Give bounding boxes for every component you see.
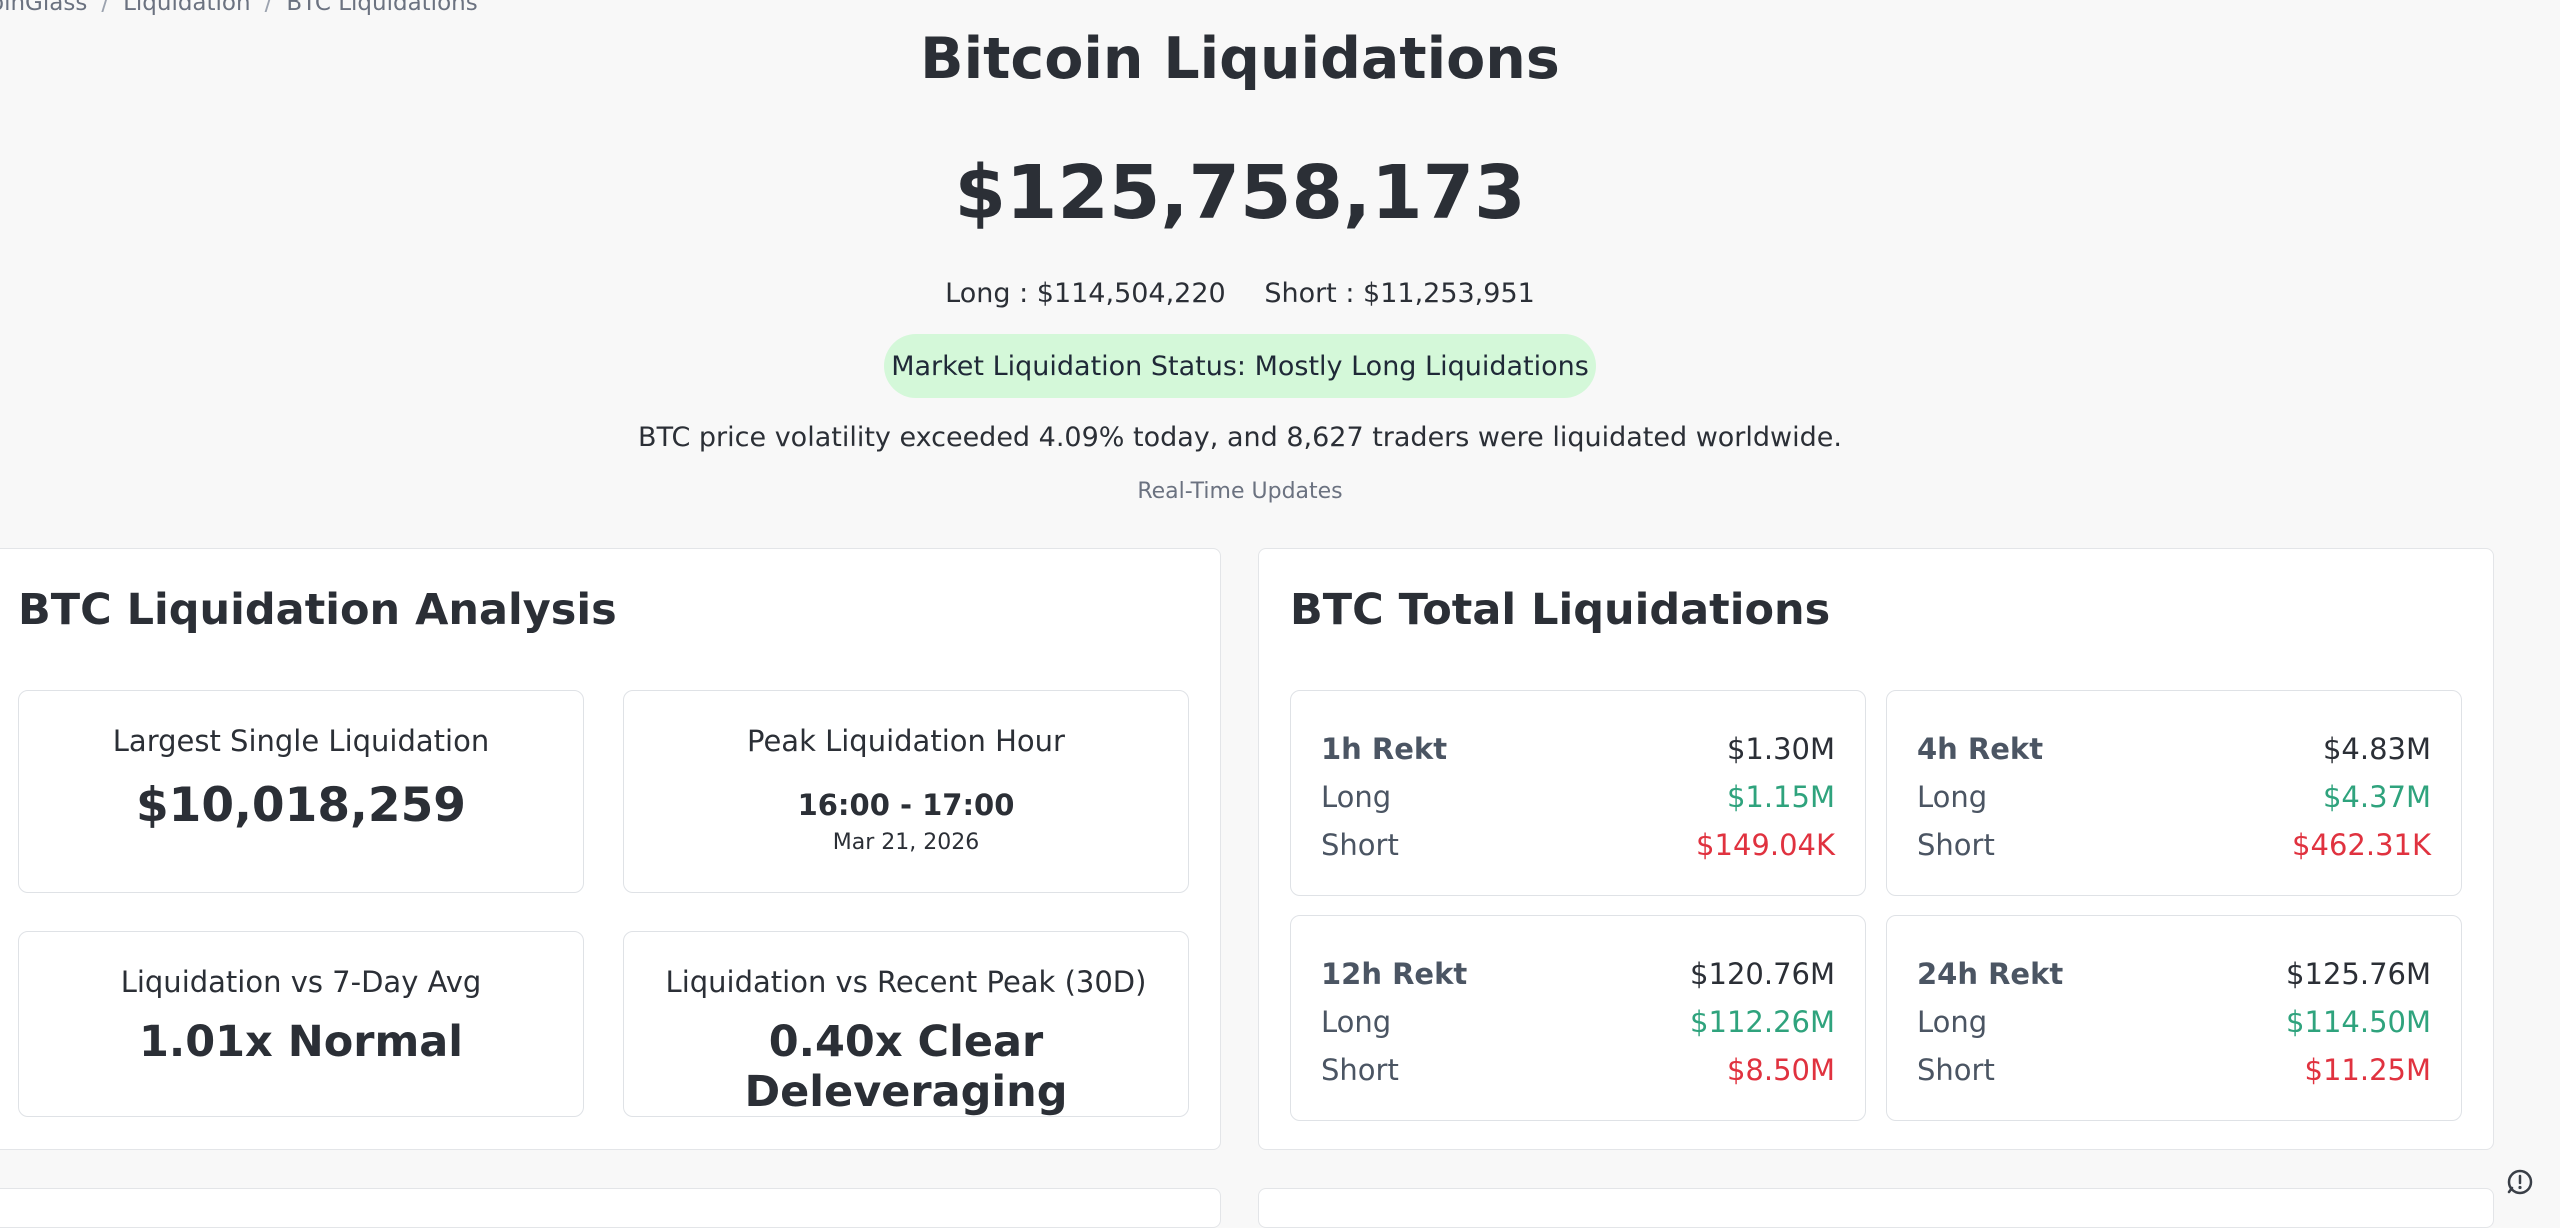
breadcrumb: oinGlass / Liquidation / BTC Liquidations <box>0 0 478 16</box>
long-value: $112.26M <box>1690 1005 1835 1039</box>
short-total: Short : $11,253,951 <box>1264 278 1535 309</box>
breadcrumb-item-home[interactable]: oinGlass <box>0 0 88 16</box>
largest-single-liquidation-card: Largest Single Liquidation $10,018,259 <box>18 690 584 893</box>
rekt-total-value: $120.76M <box>1690 957 1835 991</box>
long-value: $114.50M <box>2286 1005 2431 1039</box>
total-liquidations-panel: BTC Total Liquidations 1h Rekt $1.30M Lo… <box>1258 548 2494 1150</box>
rekt-row-total: 1h Rekt $1.30M <box>1321 725 1835 773</box>
peak-liquidation-hour-card: Peak Liquidation Hour 16:00 - 17:00 Mar … <box>623 690 1189 893</box>
long-value: $1.15M <box>1726 780 1835 814</box>
short-value: $462.31K <box>2292 828 2431 862</box>
rekt-row-long: Long $1.15M <box>1321 773 1835 821</box>
rekt-card-24h: 24h Rekt $125.76M Long $114.50M Short $1… <box>1886 915 2462 1121</box>
feedback-icon-graphic <box>2507 1169 2533 1195</box>
card-label: Liquidation vs Recent Peak (30D) <box>665 965 1147 999</box>
card-label: Liquidation vs 7-Day Avg <box>120 965 482 999</box>
short-label: Short <box>1321 1053 1399 1087</box>
analysis-panel-title: BTC Liquidation Analysis <box>18 585 617 635</box>
card-value: $10,018,259 <box>135 778 467 833</box>
volatility-summary: BTC price volatility exceeded 4.09% toda… <box>638 422 1842 453</box>
long-label: Long <box>1321 780 1392 814</box>
rekt-row-total: 12h Rekt $120.76M <box>1321 950 1835 998</box>
long-label: Long <box>1321 1005 1392 1039</box>
card-value: 0.40x Clear Deleveraging <box>744 1017 1068 1117</box>
short-value: $8.50M <box>1726 1053 1835 1087</box>
liquidation-analysis-panel: BTC Liquidation Analysis Largest Single … <box>0 548 1221 1150</box>
long-label: Long <box>1917 1005 1988 1039</box>
vs-recent-peak-card: Liquidation vs Recent Peak (30D) 0.40x C… <box>623 931 1189 1117</box>
market-status-badge: Market Liquidation Status: Mostly Long L… <box>884 334 1596 398</box>
rekt-period-label: 1h Rekt <box>1321 732 1448 766</box>
rekt-row-long: Long $112.26M <box>1321 998 1835 1046</box>
card-subvalue: Mar 21, 2026 <box>832 830 980 855</box>
card-label: Peak Liquidation Hour <box>747 724 1065 758</box>
rekt-row-long: Long $4.37M <box>1917 773 2431 821</box>
card-value: 1.01x Normal <box>138 1017 464 1067</box>
total-liquidation-amount: $125,758,173 <box>954 150 1526 236</box>
long-short-summary: Long : $114,504,220 Short : $11,253,951 <box>0 278 2480 309</box>
breadcrumb-separator: / <box>264 0 273 16</box>
card-label: Largest Single Liquidation <box>112 724 490 758</box>
rekt-period-label: 24h Rekt <box>1917 957 2064 991</box>
breadcrumb-item-liquidation[interactable]: Liquidation <box>123 0 251 16</box>
realtime-label: Real-Time Updates <box>1137 479 1343 504</box>
rekt-row-total: 4h Rekt $4.83M <box>1917 725 2431 773</box>
short-value: $149.04K <box>1696 828 1835 862</box>
short-label: Short <box>1321 828 1399 862</box>
rekt-row-short: Short $8.50M <box>1321 1046 1835 1094</box>
breadcrumb-separator: / <box>101 0 110 16</box>
card-value: 16:00 - 17:00 <box>797 788 1015 822</box>
rekt-period-label: 12h Rekt <box>1321 957 1468 991</box>
rekt-row-total: 24h Rekt $125.76M <box>1917 950 2431 998</box>
rekt-card-4h: 4h Rekt $4.83M Long $4.37M Short $462.31… <box>1886 690 2462 896</box>
short-value: $11.25M <box>2304 1053 2432 1087</box>
breadcrumb-item-current: BTC Liquidations <box>286 0 478 16</box>
rekt-total-value: $4.83M <box>2322 732 2431 766</box>
rekt-row-short: Short $462.31K <box>1917 821 2431 869</box>
long-total: Long : $114,504,220 <box>945 278 1226 309</box>
market-status-text: Market Liquidation Status: Mostly Long L… <box>891 350 1589 382</box>
page-title: Bitcoin Liquidations <box>920 26 1560 92</box>
rekt-card-12h: 12h Rekt $120.76M Long $112.26M Short $8… <box>1290 915 1866 1121</box>
feedback-icon[interactable] <box>2504 1166 2536 1198</box>
rekt-total-value: $1.30M <box>1726 732 1835 766</box>
rekt-row-short: Short $149.04K <box>1321 821 1835 869</box>
long-value: $4.37M <box>2322 780 2431 814</box>
short-label: Short <box>1917 828 1995 862</box>
rekt-row-long: Long $114.50M <box>1917 998 2431 1046</box>
totals-panel-title: BTC Total Liquidations <box>1290 585 1831 635</box>
rekt-period-label: 4h Rekt <box>1917 732 2044 766</box>
rekt-card-1h: 1h Rekt $1.30M Long $1.15M Short $149.04… <box>1290 690 1866 896</box>
rekt-total-value: $125.76M <box>2286 957 2431 991</box>
next-right-panel <box>1258 1188 2494 1228</box>
next-left-panel <box>0 1188 1221 1228</box>
rekt-row-short: Short $11.25M <box>1917 1046 2431 1094</box>
short-label: Short <box>1917 1053 1995 1087</box>
vs-7day-avg-card: Liquidation vs 7-Day Avg 1.01x Normal <box>18 931 584 1117</box>
long-label: Long <box>1917 780 1988 814</box>
